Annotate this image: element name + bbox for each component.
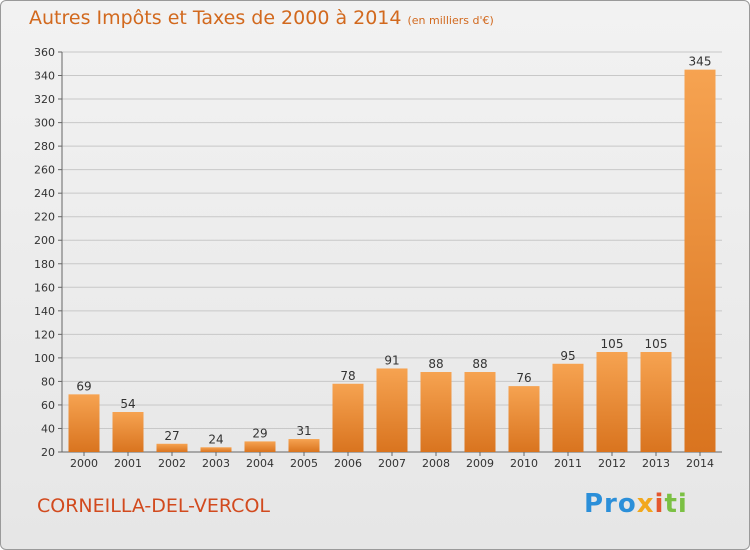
bar-2005 (288, 439, 320, 452)
x-tick-label: 2001 (114, 457, 142, 470)
y-tick-label: 80 (41, 375, 55, 388)
value-label-2001: 54 (120, 397, 135, 411)
labels: 20 40 60 80 100 120 140 160 180 200 220 240 260 280 30… (34, 46, 714, 470)
bar-2002 (156, 443, 188, 452)
y-tick-label: 300 (34, 117, 55, 130)
value-label-2003: 24 (208, 432, 223, 446)
x-tick-label: 2004 (246, 457, 274, 470)
proxiti-logo[interactable]: Proxiti (584, 489, 688, 519)
logo-part-2: x (636, 489, 655, 519)
bar-2007 (376, 368, 408, 452)
y-tick-label: 180 (34, 258, 55, 271)
chart-title: Autres Impôts et Taxes de 2000 à 2014 (en… (29, 7, 494, 29)
value-label-2005: 31 (296, 424, 311, 438)
x-tick-label: 2011 (554, 457, 582, 470)
value-label-2014: 345 (689, 55, 712, 69)
y-tick-label: 40 (41, 422, 55, 435)
y-tick-label: 360 (34, 46, 55, 59)
chart-subtitle: (en milliers d'€) (407, 14, 494, 27)
bar-2006 (332, 383, 364, 452)
y-tick-label: 260 (34, 164, 55, 177)
value-label-2010: 76 (516, 371, 531, 385)
y-tick-label: 20 (41, 446, 55, 459)
x-tick-label: 2014 (686, 457, 714, 470)
value-label-2008: 88 (428, 357, 443, 371)
logo-part-3: i (654, 489, 665, 519)
value-label-2002: 27 (164, 429, 179, 443)
x-tick-label: 2008 (422, 457, 450, 470)
bar-2003 (200, 447, 232, 452)
y-tick-label: 140 (34, 305, 55, 318)
x-tick-label: 2009 (466, 457, 494, 470)
y-tick-label: 240 (34, 187, 55, 200)
x-tick-label: 2006 (334, 457, 362, 470)
bars (68, 69, 716, 452)
y-tick-label: 340 (34, 70, 55, 83)
bar-2011 (552, 363, 584, 452)
logo-part-4: ti (664, 489, 688, 519)
value-label-2007: 91 (384, 353, 399, 367)
logo-part-1: Pro (584, 489, 637, 519)
x-tick-label: 2002 (158, 457, 186, 470)
value-label-2013: 105 (645, 337, 668, 351)
bar-2008 (420, 372, 452, 452)
x-tick-label: 2007 (378, 457, 406, 470)
bar-2004 (244, 441, 276, 452)
y-tick-label: 280 (34, 140, 55, 153)
y-tick-label: 220 (34, 211, 55, 224)
chart-title-text: Autres Impôts et Taxes de 2000 à 2014 (29, 7, 402, 29)
y-tick-label: 160 (34, 281, 55, 294)
x-tick-label: 2003 (202, 457, 230, 470)
value-label-2000: 69 (76, 379, 91, 393)
bar-2014 (684, 69, 716, 452)
y-tick-label: 60 (41, 399, 55, 412)
place-name: CORNEILLA-DEL-VERCOL (37, 495, 270, 517)
y-tick-label: 120 (34, 328, 55, 341)
bar-2000 (68, 394, 100, 452)
y-tick-label: 200 (34, 234, 55, 247)
y-tick-label: 320 (34, 93, 55, 106)
bar-2012 (596, 352, 628, 452)
x-tick-label: 2012 (598, 457, 626, 470)
value-label-2009: 88 (472, 357, 487, 371)
bar-2013 (640, 352, 672, 452)
x-tick-label: 2010 (510, 457, 538, 470)
bar-2010 (508, 386, 540, 452)
value-label-2011: 95 (560, 349, 575, 363)
x-tick-label: 2005 (290, 457, 318, 470)
bar-2001 (112, 412, 144, 452)
x-tick-label: 2013 (642, 457, 670, 470)
bar-2009 (464, 372, 496, 452)
value-label-2012: 105 (601, 337, 624, 351)
value-label-2006: 78 (340, 369, 355, 383)
value-label-2004: 29 (252, 426, 267, 440)
x-tick-label: 2000 (70, 457, 98, 470)
y-tick-label: 100 (34, 352, 55, 365)
